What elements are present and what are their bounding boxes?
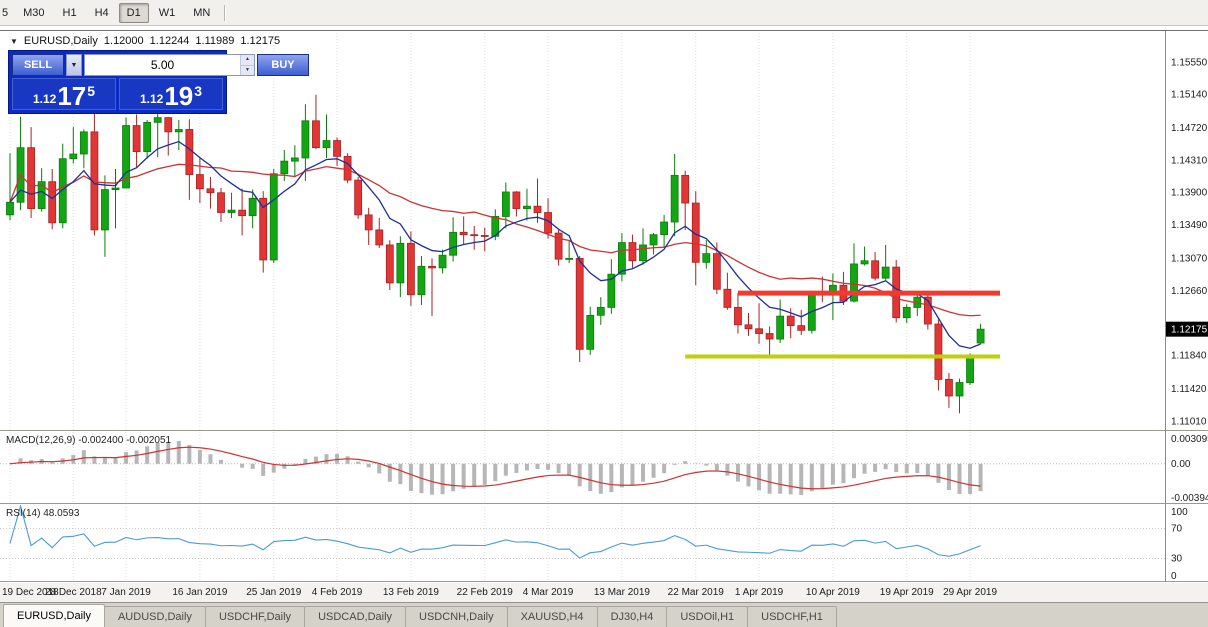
- sell-price-sup: 5: [87, 83, 96, 99]
- svg-text:19 Apr 2019: 19 Apr 2019: [880, 587, 934, 598]
- timeframe-button-MN[interactable]: MN: [193, 6, 211, 19]
- chart-tab-usdchf-daily[interactable]: USDCHF,Daily: [204, 606, 306, 627]
- one-click-panel-toggle-icon[interactable]: ▼: [10, 36, 18, 46]
- svg-text:28 Dec 2018: 28 Dec 2018: [45, 587, 102, 598]
- svg-text:29 Apr 2019: 29 Apr 2019: [943, 587, 997, 598]
- timeframe-button-M30[interactable]: M30: [23, 6, 45, 19]
- chevron-down-icon: ▼: [70, 61, 78, 69]
- moving-average-20: [9, 163, 981, 317]
- buy-price-prefix: 1.12: [139, 92, 164, 106]
- volume-input[interactable]: [85, 55, 240, 75]
- chart-tab-usdoil-h1[interactable]: USDOil,H1: [666, 606, 749, 627]
- chart-tab-usdcnh-daily[interactable]: USDCNH,Daily: [405, 606, 508, 627]
- timeframe-button-H4[interactable]: H4: [94, 6, 109, 19]
- caption-open: 1.12000: [103, 35, 144, 47]
- svg-text:1.11840: 1.11840: [1171, 351, 1207, 362]
- svg-text:1.15140: 1.15140: [1171, 90, 1208, 101]
- chart-tab-eurusd-daily[interactable]: EURUSD,Daily: [3, 604, 105, 627]
- caption-symbol: EURUSD,Daily: [23, 35, 98, 47]
- buy-price-display[interactable]: 1.12 19 3: [119, 78, 223, 110]
- volume-spinner: ▲ ▼: [240, 55, 254, 75]
- svg-text:1.14310: 1.14310: [1171, 155, 1208, 166]
- svg-text:7 Jan 2019: 7 Jan 2019: [101, 587, 151, 598]
- svg-text:25 Jan 2019: 25 Jan 2019: [246, 587, 301, 598]
- svg-text:30: 30: [1171, 554, 1183, 565]
- volume-field: ▲ ▼: [84, 54, 255, 76]
- macd-values: -0.002400 -0.002051: [78, 435, 172, 446]
- caption-high: 1.12244: [149, 35, 190, 47]
- macd-label: MACD(12,26,9) -0.002400 -0.002051: [6, 435, 171, 446]
- chart-caption: ▼ EURUSD,Daily 1.12000 1.12244 1.11989 1…: [10, 35, 280, 47]
- svg-text:-0.003947: -0.003947: [1171, 493, 1208, 504]
- svg-text:1.11010: 1.11010: [1171, 416, 1207, 427]
- caption-low: 1.11989: [195, 35, 235, 47]
- svg-text:0: 0: [1171, 571, 1177, 582]
- timeframe-button-W1[interactable]: W1: [158, 6, 176, 19]
- chart-tab-usdcad-daily[interactable]: USDCAD,Daily: [304, 606, 407, 627]
- svg-text:10 Apr 2019: 10 Apr 2019: [806, 587, 860, 598]
- svg-text:1.12660: 1.12660: [1171, 286, 1208, 297]
- svg-text:100: 100: [1171, 507, 1188, 518]
- svg-text:16 Jan 2019: 16 Jan 2019: [172, 587, 227, 598]
- chart-tab-usdchf-h1[interactable]: USDCHF,H1: [747, 606, 837, 627]
- svg-text:1.14720: 1.14720: [1171, 123, 1208, 134]
- sell-price-display[interactable]: 1.12 17 5: [12, 78, 116, 110]
- timeframe-button-D1[interactable]: D1: [118, 2, 149, 23]
- svg-text:1.13070: 1.13070: [1171, 253, 1208, 264]
- rsi-line: [9, 503, 981, 559]
- svg-text:1 Apr 2019: 1 Apr 2019: [735, 587, 784, 598]
- one-click-trading-panel: SELL ▼ ▲ ▼ BUY 1.12 17 5 1.12 19 3: [8, 50, 309, 114]
- volume-dropdown-button[interactable]: ▼: [66, 54, 82, 76]
- caption-close: 1.12175: [240, 35, 281, 47]
- volume-decrease-button[interactable]: ▼: [241, 65, 254, 75]
- svg-text:1.11420: 1.11420: [1171, 384, 1207, 395]
- svg-text:1.13490: 1.13490: [1171, 220, 1208, 231]
- volume-increase-button[interactable]: ▲: [241, 55, 254, 66]
- sell-price-big: 17: [57, 80, 87, 111]
- timeframe-toolbar: 5 M30 H1 H4 D1 W1 MN: [0, 0, 1208, 26]
- chart-tab-bar: EURUSD,Daily AUDUSD,Daily USDCHF,Daily USDC…: [0, 602, 1208, 627]
- svg-text:19 Dec 2018: 19 Dec 2018: [2, 587, 59, 598]
- moving-average-8: [9, 140, 981, 349]
- buy-button[interactable]: BUY: [257, 54, 309, 76]
- svg-text:22 Mar 2019: 22 Mar 2019: [668, 587, 725, 598]
- macd-name: MACD(12,26,9): [6, 435, 76, 446]
- price-axis-labels: 1.15550 1.15140 1.14720 1.14310 1.13900 1.134…: [1171, 57, 1208, 582]
- rsi-label: RSI(14) 48.0593: [6, 508, 79, 519]
- buy-price-sup: 3: [194, 83, 203, 99]
- timeframe-button-5[interactable]: 5: [2, 6, 9, 19]
- sell-price-prefix: 1.12: [32, 92, 57, 106]
- svg-text:70: 70: [1171, 524, 1183, 535]
- current-price-badge: 1.12175: [1166, 321, 1208, 337]
- svg-text:4 Feb 2019: 4 Feb 2019: [312, 587, 363, 598]
- svg-text:4 Mar 2019: 4 Mar 2019: [523, 587, 574, 598]
- svg-text:0.003095: 0.003095: [1171, 434, 1208, 445]
- svg-text:1.13900: 1.13900: [1171, 188, 1208, 199]
- chart-tab-audusd-daily[interactable]: AUDUSD,Daily: [103, 606, 206, 627]
- chart-tab-xauusd-h4[interactable]: XAUUSD,H4: [506, 606, 598, 627]
- sell-button[interactable]: SELL: [12, 54, 64, 76]
- svg-text:1.15550: 1.15550: [1171, 57, 1208, 68]
- svg-text:0.00: 0.00: [1171, 459, 1191, 470]
- chart-tab-dj30-h4[interactable]: DJ30,H4: [596, 606, 668, 627]
- toolbar-separator: [224, 4, 227, 21]
- svg-text:13 Feb 2019: 13 Feb 2019: [383, 587, 440, 598]
- svg-text:13 Mar 2019: 13 Mar 2019: [594, 587, 651, 598]
- macd-signal-line: [9, 446, 981, 490]
- svg-text:22 Feb 2019: 22 Feb 2019: [457, 587, 514, 598]
- buy-price-big: 19: [164, 80, 194, 111]
- candlestick-series: [6, 94, 985, 414]
- timeframe-button-H1[interactable]: H1: [62, 6, 77, 19]
- svg-text:1.12175: 1.12175: [1171, 325, 1208, 336]
- rsi-name: RSI(14): [6, 508, 41, 519]
- rsi-value: 48.0593: [43, 508, 80, 519]
